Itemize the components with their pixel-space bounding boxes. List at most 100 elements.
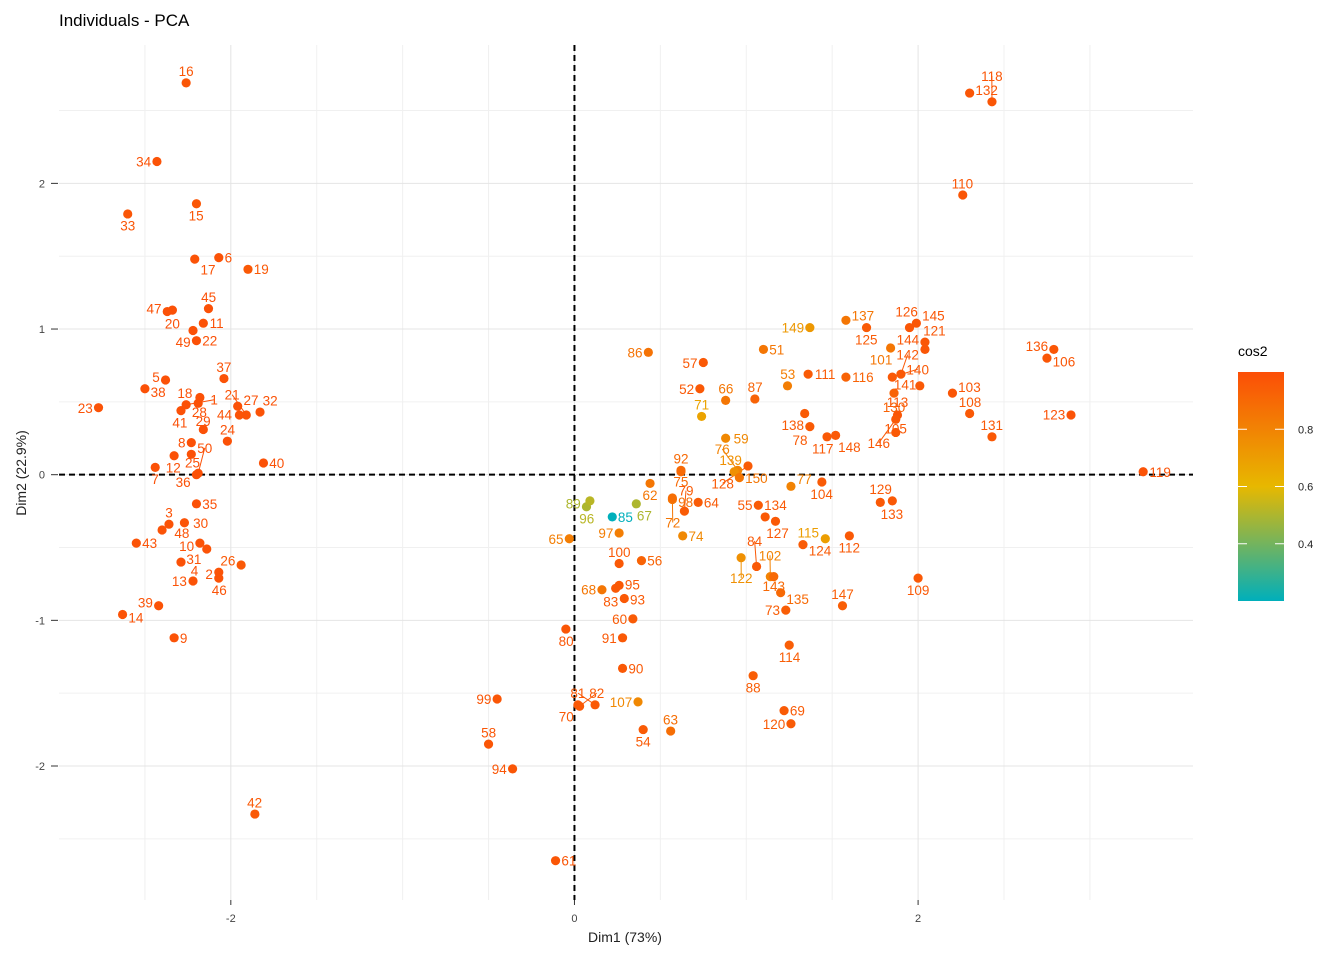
point-label: 30 <box>193 516 208 531</box>
data-point <box>191 336 202 346</box>
point-label: 110 <box>952 176 974 191</box>
data-point <box>678 531 688 541</box>
data-point <box>617 663 628 674</box>
data-point <box>887 372 897 382</box>
point-label: 101 <box>870 353 893 368</box>
point-label: 14 <box>128 611 144 626</box>
point-label: 72 <box>665 516 680 531</box>
point-label: 109 <box>907 583 930 598</box>
data-point <box>188 325 198 336</box>
data-point <box>904 322 915 333</box>
point-label: 149 <box>782 321 805 336</box>
point-label: 103 <box>958 380 981 395</box>
data-point <box>667 493 677 503</box>
data-point <box>911 318 921 328</box>
data-point <box>803 369 813 379</box>
data-point <box>987 432 997 442</box>
point-label: 16 <box>179 64 194 79</box>
point-label: 57 <box>683 356 698 371</box>
point-label: 15 <box>189 208 204 223</box>
point-label: 38 <box>151 385 166 400</box>
point-label: 36 <box>176 475 191 490</box>
point-label: 34 <box>136 154 152 169</box>
point-label: 129 <box>869 482 892 497</box>
point-label: 67 <box>637 509 652 524</box>
data-point <box>805 422 815 432</box>
data-point <box>190 254 200 264</box>
data-point <box>234 410 245 420</box>
point-label: 84 <box>747 534 763 549</box>
point-label: 148 <box>838 440 861 455</box>
point-label: 137 <box>852 309 875 324</box>
point-label: 3 <box>165 505 173 520</box>
data-point <box>152 156 162 167</box>
point-label: 47 <box>146 301 161 316</box>
point-label: 66 <box>718 382 733 397</box>
data-point <box>243 264 253 274</box>
data-point <box>633 697 643 707</box>
point-label: 26 <box>220 553 235 568</box>
data-point <box>769 572 779 582</box>
data-point <box>784 640 794 650</box>
data-point <box>590 700 600 710</box>
data-point <box>255 407 265 417</box>
data-point <box>250 809 260 819</box>
data-point <box>507 764 518 774</box>
point-label: 4 <box>191 564 199 579</box>
y-tick-label: 0 <box>39 470 45 482</box>
data-point <box>564 534 574 544</box>
data-point <box>162 306 172 317</box>
data-point <box>561 624 571 634</box>
data-point <box>896 369 906 379</box>
point-label: 13 <box>172 574 187 589</box>
point-label: 100 <box>608 545 631 560</box>
data-point <box>150 462 160 473</box>
data-point <box>164 519 174 529</box>
data-point <box>198 424 208 435</box>
data-point <box>721 395 731 406</box>
data-point <box>841 372 851 382</box>
point-label: 74 <box>688 529 704 544</box>
point-label: 114 <box>779 650 801 665</box>
point-label: 87 <box>748 380 763 395</box>
point-label: 86 <box>628 345 643 360</box>
data-point <box>822 432 832 442</box>
data-point <box>786 719 796 729</box>
point-label: 97 <box>598 526 613 541</box>
data-point <box>753 500 763 510</box>
x-tick-label: 0 <box>571 913 577 925</box>
data-point <box>887 496 897 506</box>
data-point <box>666 726 676 736</box>
data-point <box>693 497 703 507</box>
reference-lines <box>59 45 1193 900</box>
data-point <box>875 497 885 507</box>
point-label: 92 <box>673 452 688 467</box>
point-label: 142 <box>896 348 919 363</box>
data-point <box>550 856 561 866</box>
data-point <box>758 344 769 355</box>
data-point <box>214 573 224 583</box>
data-point <box>913 573 923 583</box>
data-point <box>631 499 641 509</box>
point-label: 135 <box>786 592 809 607</box>
point-label: 124 <box>809 544 832 559</box>
data-point <box>233 401 243 411</box>
legend: cos2 0.4 0.6 0.8 <box>1238 343 1313 601</box>
point-label: 82 <box>589 686 604 701</box>
point-label: 76 <box>715 442 730 457</box>
data-point <box>947 388 958 398</box>
point-label: 56 <box>647 554 662 569</box>
data-point <box>1042 353 1052 363</box>
data-point <box>770 516 781 526</box>
data-point <box>743 461 753 471</box>
x-tick-label: 2 <box>915 913 921 925</box>
point-label: 131 <box>980 418 1003 433</box>
data-point <box>157 525 167 535</box>
data-point <box>117 609 128 620</box>
data-point <box>258 458 269 468</box>
data-point <box>222 436 232 446</box>
point-label: 54 <box>636 734 652 749</box>
data-point <box>776 588 786 598</box>
data-point <box>154 601 164 611</box>
